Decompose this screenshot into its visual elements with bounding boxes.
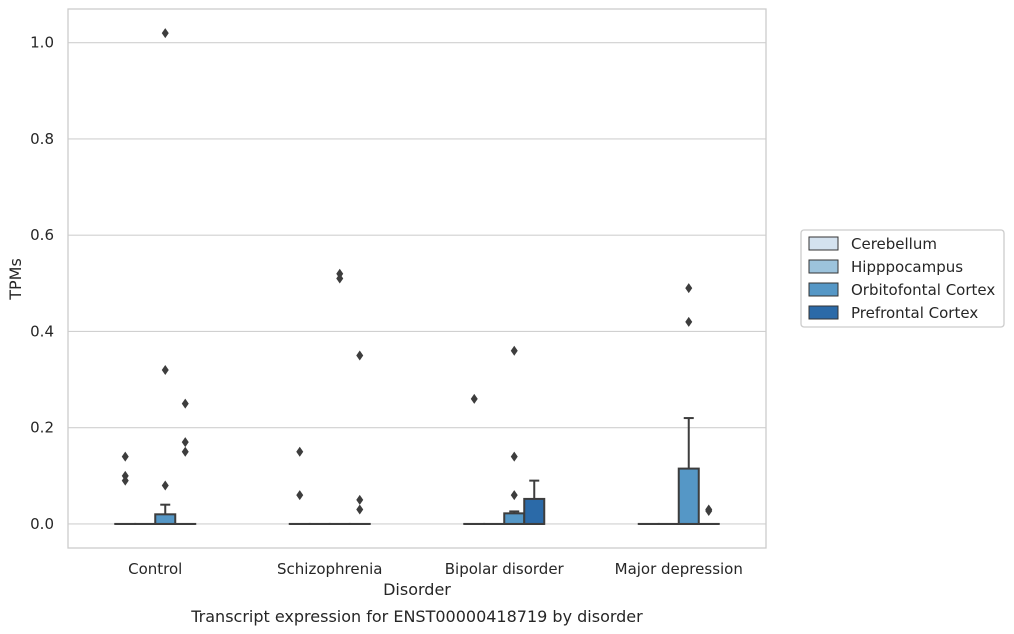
plot-frame — [67, 8, 767, 549]
legend-frame — [800, 229, 1005, 328]
legend: Cerebellum Hipppocampus Orbitofontal Corte… — [800, 229, 1005, 328]
outlier-point — [336, 273, 344, 284]
box — [523, 497, 546, 525]
y-tick-label: 1.0 — [30, 34, 54, 52]
y-tick-label: 0.0 — [30, 515, 54, 533]
grid-lines — [68, 42, 766, 525]
x-tick-label: Control — [128, 560, 182, 578]
box-group — [677, 283, 700, 525]
outlier-point — [685, 316, 693, 327]
outlier-point — [181, 398, 189, 409]
box-group — [463, 393, 486, 525]
outlier-point — [296, 490, 304, 501]
box-group — [697, 504, 720, 525]
outlier-point — [685, 283, 693, 294]
legend-label: Orbitofontal Cortex — [851, 281, 995, 299]
outlier-point — [705, 505, 713, 516]
outlier-point — [470, 393, 478, 404]
y-tick-label: 0.8 — [30, 130, 54, 148]
box-group — [114, 451, 137, 525]
x-axis-label: Disorder — [383, 580, 451, 599]
outlier-point — [121, 475, 129, 486]
outlier-point — [181, 446, 189, 457]
legend-swatch — [808, 282, 839, 297]
outlier-point — [161, 480, 169, 491]
y-tick-label: 0.6 — [30, 226, 54, 244]
legend-swatch — [808, 236, 839, 251]
box — [154, 513, 177, 525]
chart-caption: Transcript expression for ENST0000041871… — [190, 607, 643, 626]
y-axis-ticks: 0.0 0.2 0.4 0.6 0.8 1.0 — [30, 34, 54, 533]
y-axis-label: TPMs — [6, 258, 25, 301]
legend-label: Prefrontal Cortex — [851, 304, 978, 322]
box-group — [523, 479, 546, 525]
legend-swatch — [808, 305, 839, 320]
box-group — [328, 268, 351, 525]
box-group — [154, 28, 177, 525]
outlier-point — [356, 504, 364, 515]
outlier-point — [161, 28, 169, 39]
legend-label: Cerebellum — [851, 235, 937, 253]
outlier-point — [510, 490, 518, 501]
box-group — [348, 350, 371, 525]
box-group — [288, 446, 311, 525]
y-tick-label: 0.4 — [30, 322, 54, 340]
legend-swatch — [808, 259, 839, 274]
outlier-point — [181, 437, 189, 448]
box — [677, 467, 700, 525]
outlier-point — [510, 345, 518, 356]
box-plots — [114, 28, 720, 525]
x-tick-label: Major depression — [615, 560, 743, 578]
outlier-point — [510, 451, 518, 462]
y-tick-label: 0.2 — [30, 419, 54, 437]
x-tick-label: Bipolar disorder — [445, 560, 565, 578]
outlier-point — [356, 494, 364, 505]
outlier-point — [296, 446, 304, 457]
outlier-point — [121, 451, 129, 462]
outlier-point — [161, 364, 169, 375]
box-group — [503, 345, 526, 525]
x-tick-label: Schizophrenia — [277, 560, 382, 578]
box-group — [174, 398, 197, 525]
x-axis-ticks: Control Schizophrenia Bipolar disorder Majo… — [128, 560, 743, 578]
outlier-point — [356, 350, 364, 361]
legend-label: Hipppocampus — [851, 258, 963, 276]
box — [503, 512, 526, 525]
